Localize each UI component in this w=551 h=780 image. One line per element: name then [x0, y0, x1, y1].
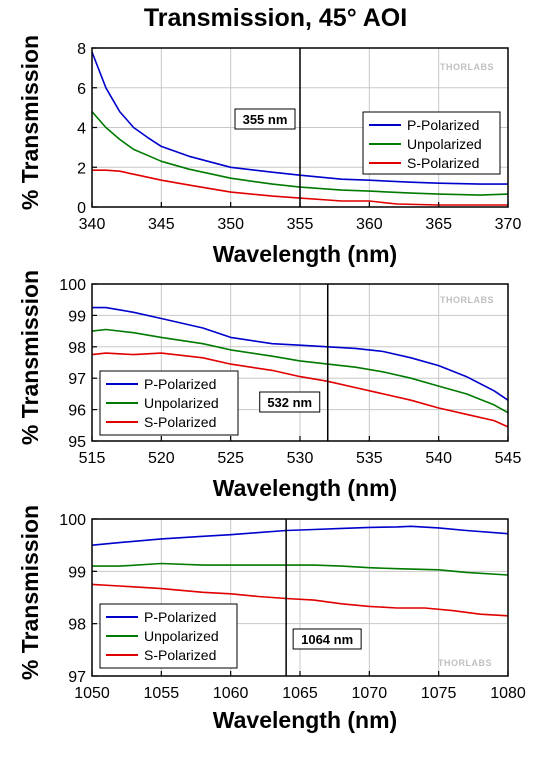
y-tick-label: 0 [77, 200, 86, 217]
chart-panel-1: THORLABS 355 nm P-Polarized Unpolarized S-Po… [17, 35, 521, 267]
chart-panel-2: THORLABS 532 nm P-Polarized Unpolarized S-Po… [17, 270, 521, 501]
y-axis-label: % Transmission [17, 270, 43, 445]
thorlabs-watermark: THORLABS [440, 62, 494, 72]
y-tick-label: 97 [68, 669, 86, 686]
x-tick-label: 540 [425, 450, 452, 467]
y-tick-label: 96 [68, 403, 86, 420]
x-axis-label: Wavelength (nm) [213, 475, 397, 501]
legend-entry: P-Polarized [144, 376, 216, 392]
legend-entry: P-Polarized [407, 117, 479, 133]
series-line-p-polarized [92, 306, 509, 401]
x-axis-label: Wavelength (nm) [213, 707, 397, 733]
x-tick-label: 365 [425, 216, 452, 233]
x-axis-label: Wavelength (nm) [213, 241, 397, 267]
marker-label: 355 nm [243, 112, 288, 127]
series-line-s-polarized [92, 169, 508, 206]
y-tick-label: 100 [59, 512, 86, 529]
y-tick-label: 2 [77, 160, 86, 177]
x-tick-label: 1070 [352, 685, 388, 702]
thorlabs-watermark: THORLABS [438, 658, 492, 668]
legend-entry: S-Polarized [144, 414, 216, 430]
x-tick-label: 1080 [490, 685, 526, 702]
x-tick-label: 350 [217, 216, 244, 233]
y-tick-label: 4 [77, 121, 86, 138]
x-tick-label: 1050 [74, 685, 110, 702]
y-tick-label: 99 [68, 564, 86, 581]
series-line-unpolarized [92, 562, 509, 576]
legend-entry: S-Polarized [144, 647, 216, 663]
x-tick-label: 535 [356, 450, 383, 467]
legend-entry: P-Polarized [144, 609, 216, 625]
x-tick-label: 345 [148, 216, 175, 233]
x-tick-label: 1060 [213, 685, 249, 702]
y-tick-label: 97 [68, 371, 86, 388]
figure-title: Transmission, 45° AOI [143, 4, 408, 32]
series-line-s-polarized [91, 583, 509, 617]
x-tick-label: 1065 [282, 685, 318, 702]
series-line-unpolarized [91, 111, 509, 196]
x-tick-label: 545 [495, 450, 522, 467]
x-tick-label: 525 [217, 450, 244, 467]
x-tick-label: 515 [79, 450, 106, 467]
y-axis-label: % Transmission [17, 505, 43, 680]
x-tick-label: 360 [356, 216, 383, 233]
series-line-p-polarized [91, 525, 509, 546]
y-tick-label: 98 [68, 617, 86, 634]
series-line-s-polarized [91, 352, 509, 428]
marker-label: 532 nm [267, 395, 312, 410]
y-tick-label: 8 [77, 41, 86, 58]
x-tick-label: 1055 [144, 685, 180, 702]
x-tick-label: 355 [287, 216, 314, 233]
y-tick-label: 98 [68, 340, 86, 357]
x-tick-label: 370 [495, 216, 522, 233]
marker-label-box [234, 108, 296, 130]
marker-label-box [259, 391, 321, 413]
chart-panel-3: THORLABS 1064 nm P-Polarized Unpolarized S-P… [17, 505, 526, 733]
marker-label-box [292, 628, 362, 650]
legend-entry: Unpolarized [144, 395, 219, 411]
series-line-p-polarized [91, 51, 508, 185]
y-axis-label: % Transmission [17, 35, 43, 210]
marker-label: 1064 nm [301, 632, 353, 647]
x-tick-label: 530 [287, 450, 314, 467]
legend-entry: Unpolarized [407, 136, 482, 152]
x-tick-label: 1075 [421, 685, 457, 702]
y-tick-label: 6 [77, 81, 86, 98]
x-tick-label: 520 [148, 450, 175, 467]
x-tick-label: 340 [79, 216, 106, 233]
series-line-unpolarized [91, 328, 509, 414]
legend-entry: S-Polarized [407, 155, 479, 171]
y-tick-label: 95 [68, 434, 86, 451]
y-tick-label: 99 [68, 308, 86, 325]
legend-entry: Unpolarized [144, 628, 219, 644]
thorlabs-watermark: THORLABS [440, 295, 494, 305]
y-tick-label: 100 [59, 277, 86, 294]
